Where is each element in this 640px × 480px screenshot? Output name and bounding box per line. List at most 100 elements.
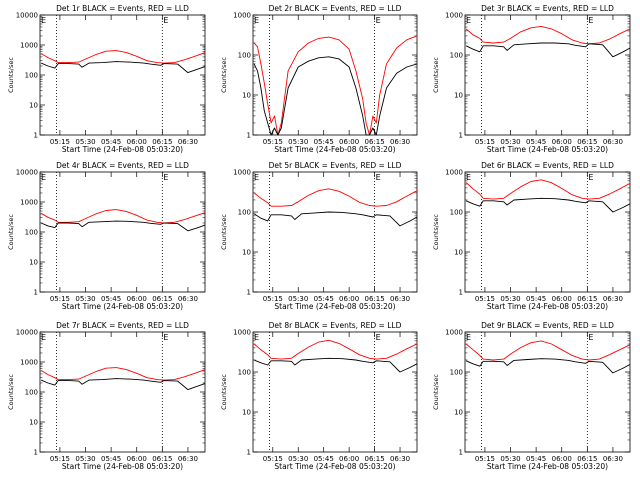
y-tick-label: 10 xyxy=(29,419,38,427)
lld-series-line xyxy=(253,339,418,360)
panel-title: Det 8r BLACK = Events, RED = LLD xyxy=(269,321,402,330)
x-tick-label: 05:30 xyxy=(288,295,308,303)
x-axis-label: Start Time (24-Feb-08 05:03:20) xyxy=(62,462,183,471)
y-axis-label: Counts/sec xyxy=(220,214,228,250)
x-tick-label: 06:00 xyxy=(339,455,359,463)
x-tick-label: 06:00 xyxy=(552,295,572,303)
x-tick-label: 06:15 xyxy=(577,455,597,463)
e-marker-label: E xyxy=(41,333,46,342)
y-tick-label: 100 xyxy=(238,209,251,217)
x-tick-label: 05:30 xyxy=(75,295,95,303)
y-tick-label: 1 xyxy=(459,289,463,297)
y-tick-label: 1000 xyxy=(233,12,251,20)
x-tick-label: 05:30 xyxy=(500,138,520,146)
events-series-line xyxy=(253,211,418,227)
x-tick-label: 06:00 xyxy=(127,455,147,463)
y-tick-label: 1000 xyxy=(445,329,463,337)
x-axis-label: Start Time (24-Feb-08 05:03:20) xyxy=(487,145,608,154)
x-tick-label: 05:45 xyxy=(101,455,121,463)
plot-frame xyxy=(252,14,418,136)
y-tick-label: 10 xyxy=(454,249,463,257)
x-tick-label: 06:30 xyxy=(603,138,623,146)
lld-series-line xyxy=(465,179,631,200)
panel-det-9: Det 9r BLACK = Events, RED = LLD 1 10 100 10… xyxy=(432,321,631,471)
events-series-line xyxy=(40,378,206,391)
y-tick-label: 10 xyxy=(242,92,251,100)
y-tick-label: 100 xyxy=(450,369,463,377)
x-tick-label: 05:30 xyxy=(288,455,308,463)
x-tick-label: 06:00 xyxy=(339,295,359,303)
panel-title: Det 3r BLACK = Events, RED = LLD xyxy=(481,4,614,13)
x-tick-label: 06:15 xyxy=(364,455,384,463)
lld-series-line xyxy=(40,209,206,224)
y-tick-label: 1 xyxy=(34,132,38,140)
y-axis-label: Counts/sec xyxy=(432,374,440,410)
e-marker-label: E xyxy=(588,333,593,342)
x-tick-label: 05:15 xyxy=(50,455,70,463)
y-tick-label: 1 xyxy=(247,449,251,457)
x-tick-label: 06:30 xyxy=(178,138,198,146)
x-tick-label: 06:30 xyxy=(603,295,623,303)
y-axis-label: Counts/sec xyxy=(220,57,228,93)
panel-det-8: Det 8r BLACK = Events, RED = LLD 1 10 100 10… xyxy=(220,321,418,471)
plot-frame xyxy=(464,171,631,293)
e-marker-label: E xyxy=(376,173,381,182)
y-tick-label: 1000 xyxy=(233,329,251,337)
events-series-line xyxy=(253,56,418,136)
panel-title: Det 9r BLACK = Events, RED = LLD xyxy=(481,321,614,330)
e-marker-label: E xyxy=(588,16,593,25)
y-tick-label: 10000 xyxy=(16,329,38,337)
x-tick-label: 06:15 xyxy=(152,455,172,463)
y-tick-label: 1 xyxy=(34,449,38,457)
x-tick-label: 06:00 xyxy=(552,455,572,463)
plot-frame xyxy=(252,171,418,293)
y-tick-label: 10 xyxy=(454,409,463,417)
y-tick-label: 1000 xyxy=(20,42,38,50)
x-tick-label: 06:00 xyxy=(127,295,147,303)
x-tick-label: 05:45 xyxy=(314,138,334,146)
y-tick-label: 1 xyxy=(459,132,463,140)
x-axis-label: Start Time (24-Feb-08 05:03:20) xyxy=(274,145,395,154)
panel-title: Det 6r BLACK = Events, RED = LLD xyxy=(481,161,614,170)
y-tick-label: 10000 xyxy=(16,12,38,20)
events-series-line xyxy=(465,197,631,213)
x-tick-label: 06:00 xyxy=(127,138,147,146)
y-tick-label: 100 xyxy=(25,229,38,237)
x-tick-label: 05:15 xyxy=(475,138,495,146)
panel-det-1: Det 1r BLACK = Events, RED = LLD 1 10 100 10… xyxy=(7,4,206,154)
y-tick-label: 1000 xyxy=(445,12,463,20)
x-tick-label: 05:15 xyxy=(50,138,70,146)
events-series-line xyxy=(465,42,631,58)
x-tick-label: 05:15 xyxy=(263,295,283,303)
y-tick-label: 100 xyxy=(238,52,251,60)
x-tick-label: 05:45 xyxy=(101,295,121,303)
x-tick-label: 05:45 xyxy=(101,138,121,146)
y-axis-label: Counts/sec xyxy=(220,374,228,410)
lld-series-line xyxy=(465,25,631,45)
plot-frame xyxy=(39,331,206,453)
x-axis-label: Start Time (24-Feb-08 05:03:20) xyxy=(274,462,395,471)
panel-det-4: Det 4r BLACK = Events, RED = LLD 1 10 100 10… xyxy=(7,161,206,311)
y-axis-label: Counts/sec xyxy=(432,57,440,93)
y-tick-label: 100 xyxy=(238,369,251,377)
panel-title: Det 5r BLACK = Events, RED = LLD xyxy=(269,161,402,170)
y-tick-label: 1 xyxy=(459,449,463,457)
lld-series-line xyxy=(40,50,206,64)
panel-title: Det 1r BLACK = Events, RED = LLD xyxy=(56,4,189,13)
e-marker-label: E xyxy=(163,333,168,342)
e-marker-label: E xyxy=(163,16,168,25)
events-series-line xyxy=(40,61,206,74)
y-tick-label: 10 xyxy=(29,102,38,110)
x-tick-label: 05:30 xyxy=(500,455,520,463)
y-tick-label: 1000 xyxy=(445,169,463,177)
y-axis-label: Counts/sec xyxy=(7,57,15,93)
y-tick-label: 1000 xyxy=(233,169,251,177)
y-tick-label: 10 xyxy=(242,409,251,417)
lld-series-line xyxy=(253,35,418,136)
e-marker-label: E xyxy=(376,333,381,342)
x-tick-label: 05:15 xyxy=(263,138,283,146)
e-marker-label: E xyxy=(254,173,259,182)
y-tick-label: 10 xyxy=(29,259,38,267)
x-tick-label: 05:45 xyxy=(314,295,334,303)
x-tick-label: 05:30 xyxy=(500,295,520,303)
